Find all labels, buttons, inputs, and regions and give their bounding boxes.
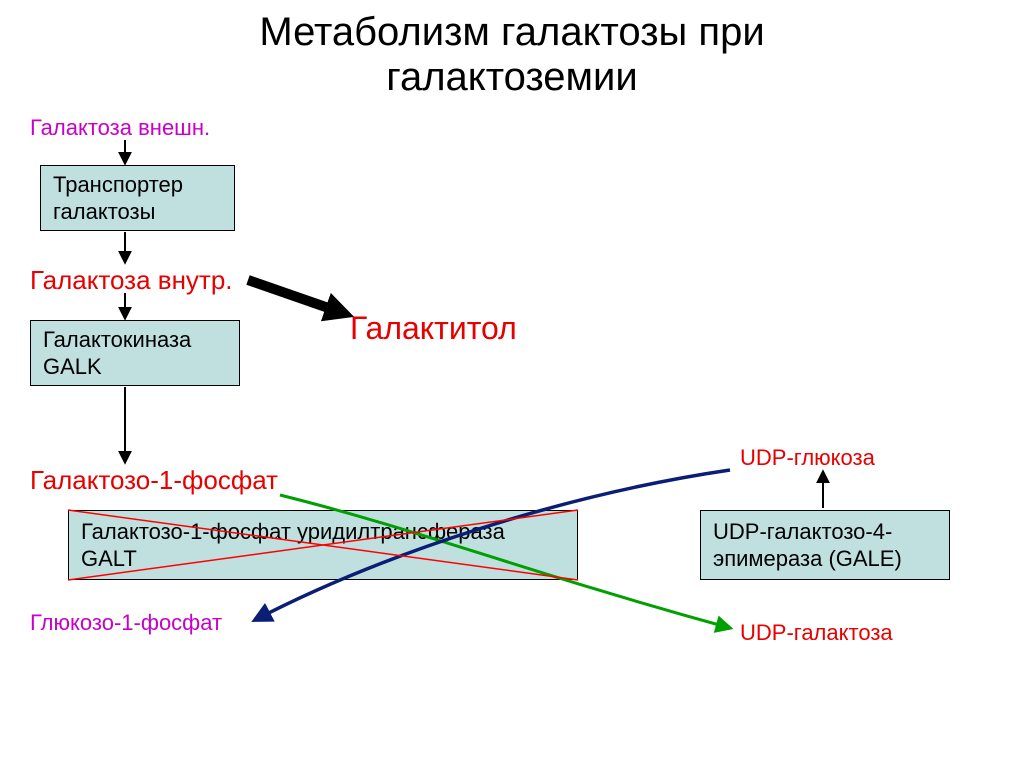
box-galt-line1: Галактозо-1-фосфат уридилтрансфераза (81, 518, 565, 546)
label-udp-glucose: UDP-глюкоза (740, 445, 875, 471)
box-galk-line1: Галактокиназа (43, 326, 227, 354)
box-gale: UDP-галактозо-4- эпимераза (GALE) (700, 510, 950, 580)
box-gale-line1: UDP-галактозо-4- (713, 518, 937, 546)
title-line1: Метаболизм галактозы при (259, 10, 764, 54)
label-udp-galactose: UDP-галактоза (740, 620, 893, 646)
label-galactitol: Галактитол (350, 310, 517, 347)
box-galk: Галактокиназа GALK (30, 320, 240, 386)
box-transporter: Транспортер галактозы (40, 165, 235, 231)
label-galactose-1-phosphate: Галактозо-1-фосфат (30, 465, 278, 496)
box-galk-line2: GALK (43, 353, 227, 381)
box-transporter-line1: Транспортер (53, 171, 222, 199)
box-gale-line2: эпимераза (GALE) (713, 545, 937, 573)
arrow-thick (248, 280, 340, 312)
title-line2: галактоземии (386, 55, 637, 99)
label-galactose-internal: Галактоза внутр. (30, 265, 233, 296)
label-glucose-1-phosphate: Глюкозо-1-фосфат (30, 610, 222, 636)
label-galactose-external: Галактоза внешн. (30, 115, 210, 141)
box-galt: Галактозо-1-фосфат уридилтрансфераза GAL… (68, 510, 578, 580)
diagram-title: Метаболизм галактозы при галактоземии (0, 10, 1024, 100)
box-galt-line2: GALT (81, 545, 565, 573)
box-transporter-line2: галактозы (53, 198, 222, 226)
